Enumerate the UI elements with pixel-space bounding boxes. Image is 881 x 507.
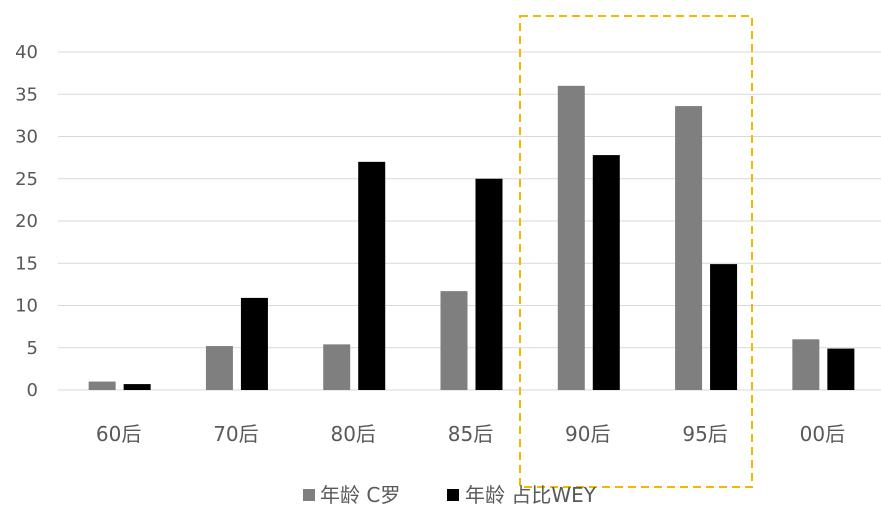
- bar-series-2-90后: [592, 155, 620, 390]
- y-axis-tick-labels: 0 5 10 15 20 25 30 35 40: [15, 42, 38, 401]
- bar-series-1-00后: [792, 339, 820, 390]
- y-tick-label: 20: [15, 211, 38, 232]
- y-tick-label: 15: [15, 253, 38, 274]
- y-tick-label: 35: [15, 84, 38, 105]
- y-tick-label: 10: [15, 296, 38, 317]
- bar-series-2-00后: [827, 348, 855, 390]
- y-tick-label: 0: [27, 380, 38, 401]
- legend: 年龄 C罗 年龄 占比WEY: [303, 483, 597, 507]
- x-tick-label: 00后: [800, 422, 845, 446]
- x-tick-label: 70后: [213, 422, 258, 446]
- bar-series-1-60后: [88, 381, 116, 390]
- x-tick-label: 85后: [448, 422, 493, 446]
- bar-series-2-80后: [358, 161, 386, 390]
- bar-series-1-80后: [323, 344, 351, 390]
- legend-swatch-series-1: [303, 489, 315, 501]
- x-tick-label: 95后: [682, 422, 727, 446]
- bar-series-2-70后: [240, 297, 268, 390]
- legend-label-series-1: 年龄 C罗: [320, 483, 400, 507]
- highlight-box: [519, 15, 753, 488]
- y-tick-label: 25: [15, 169, 38, 190]
- bar-series-2-95后: [710, 264, 738, 390]
- x-axis-tick-labels: 60后 70后 80后 85后 90后 95后 00后: [96, 422, 845, 446]
- bar-series-2-60后: [123, 384, 151, 390]
- bars: [88, 85, 855, 391]
- y-tick-label: 40: [15, 42, 38, 63]
- bar-series-2-85后: [475, 178, 503, 390]
- x-tick-label: 90后: [565, 422, 610, 446]
- legend-swatch-series-2: [447, 489, 459, 501]
- bar-series-1-85后: [440, 291, 468, 390]
- bar-series-1-95后: [675, 106, 703, 390]
- bar-series-1-70后: [205, 346, 233, 390]
- y-tick-label: 30: [15, 127, 38, 148]
- x-tick-label: 60后: [96, 422, 141, 446]
- gridlines: [58, 51, 881, 391]
- x-tick-label: 80后: [330, 422, 375, 446]
- legend-label-series-2: 年龄 占比WEY: [465, 483, 597, 507]
- bar-series-1-90后: [557, 85, 585, 391]
- y-tick-label: 5: [27, 338, 38, 359]
